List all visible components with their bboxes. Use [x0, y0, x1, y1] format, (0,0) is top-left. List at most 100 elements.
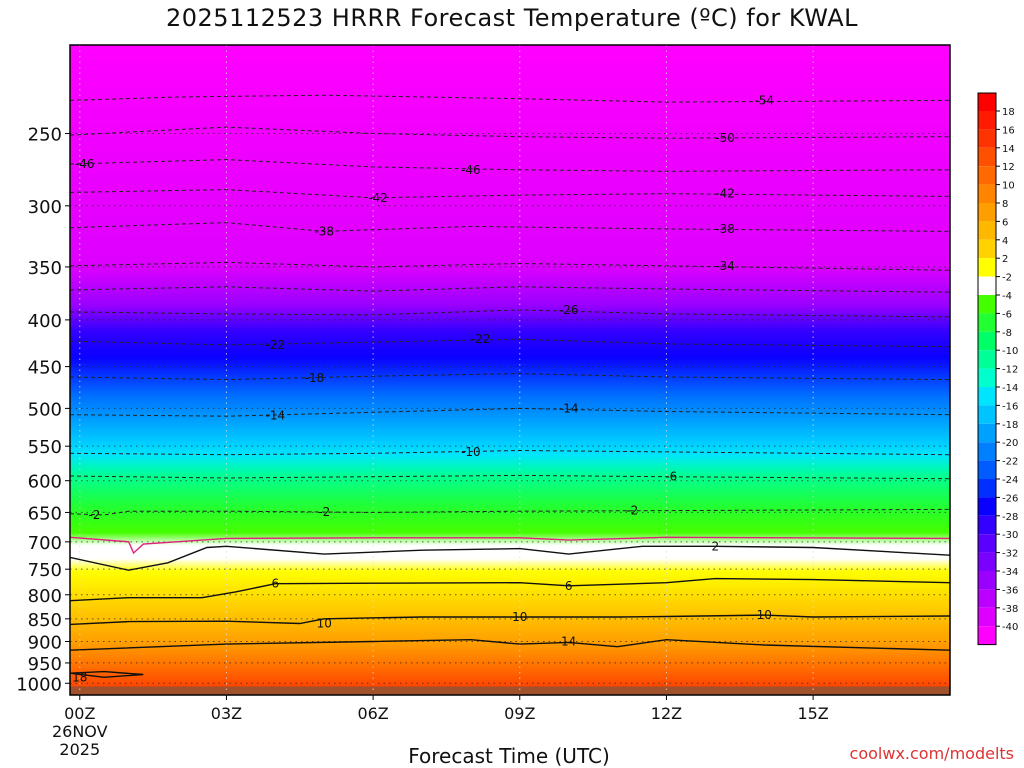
contour-label-10: 10 [757, 608, 772, 622]
colorbar-label: 4 [1002, 236, 1008, 247]
contour-label-m38: -38 [715, 222, 735, 236]
contour-label-m2: -2 [318, 505, 330, 519]
contour-label-10: 10 [512, 610, 527, 624]
contour-6-16 [70, 577, 950, 602]
colorbar-label: -34 [1002, 567, 1018, 578]
colorbar-swatch [978, 184, 996, 203]
colorbar-swatch [978, 350, 996, 369]
contour-14-18 [70, 638, 950, 651]
x-tick-year: 2025 [59, 740, 100, 759]
contour-label-6: 6 [272, 577, 280, 591]
contour-2-14 [70, 536, 950, 555]
colorbar-swatch [978, 387, 996, 406]
colorbar-label: 8 [1002, 199, 1008, 210]
colorbar-label: -40 [1002, 622, 1018, 633]
contour-18-19 [70, 670, 144, 679]
colorbar-swatch [978, 423, 996, 443]
y-tick-label-450: 450 [28, 358, 62, 379]
y-tick-label-700: 700 [28, 533, 62, 554]
colorbar-swatch [978, 368, 996, 387]
colorbar-swatch [978, 276, 996, 295]
contour-label-18: 18 [72, 670, 87, 684]
contour-label-m54: -54 [754, 93, 774, 107]
ground-band [70, 686, 950, 695]
temperature-field [70, 45, 950, 695]
contour-label-m22: -22 [266, 338, 286, 352]
colorbar-swatch [978, 295, 996, 314]
y-tick-label-800: 800 [28, 586, 62, 607]
colorbar-swatch [978, 497, 996, 516]
colorbar-label: -14 [1002, 383, 1018, 394]
colorbar-label: -36 [1002, 585, 1018, 596]
x-tick-label-15Z: 15Z [797, 704, 828, 723]
contour-label-10: 10 [317, 616, 332, 630]
contour-m50-1 [70, 126, 950, 139]
colorbar-label: -12 [1002, 365, 1018, 376]
y-tick-label-300: 300 [28, 197, 62, 218]
x-tick-label-12Z: 12Z [651, 704, 682, 723]
contour-2-15 [70, 545, 950, 571]
contour-label-m46: -46 [75, 157, 95, 171]
colorbar-label: -18 [1002, 420, 1018, 431]
x-tick-label-03Z: 03Z [211, 704, 242, 723]
colorbar-label: -24 [1002, 475, 1018, 486]
colorbar-label: -20 [1002, 438, 1018, 449]
colorbar-swatch [978, 313, 996, 332]
colorbar-swatch [978, 111, 996, 130]
x-axis-label: Forecast Time (UTC) [408, 744, 610, 768]
y-tick-label-500: 500 [28, 399, 62, 420]
contour-label-m42: -42 [368, 191, 388, 205]
y-tick-label-850: 850 [28, 610, 62, 631]
contour-label-m10: -10 [461, 445, 481, 459]
colorbar-swatch [978, 166, 996, 185]
colorbar-label: -4 [1002, 291, 1012, 302]
contour-label-m2: -2 [626, 504, 638, 518]
contour-label-m6: -6 [665, 470, 677, 484]
colorbar-swatch [978, 258, 996, 277]
contour-label-m34: -34 [715, 259, 735, 273]
colorbar-top-swatch [978, 93, 996, 111]
colorbar-label: -30 [1002, 530, 1018, 541]
contour-label-m22: -22 [471, 332, 491, 346]
y-tick-label-900: 900 [28, 632, 62, 653]
colorbar-swatch [978, 607, 996, 627]
contour-label-m26: -26 [559, 303, 579, 317]
colorbar-label: -10 [1002, 346, 1018, 357]
contour-label-14: 14 [561, 634, 576, 648]
colorbar-label: -26 [1002, 493, 1018, 504]
colorbar-label: -16 [1002, 401, 1018, 412]
contour-label-m14: -14 [559, 401, 579, 415]
colorbar-label: -6 [1002, 309, 1012, 320]
y-tick-label-600: 600 [28, 472, 62, 493]
colorbar-label: -38 [1002, 604, 1018, 615]
x-tick-label-09Z: 09Z [504, 704, 535, 723]
chart-title: 2025112523 HRRR Forecast Temperature (ºC… [165, 4, 858, 32]
contour-label-m46: -46 [461, 163, 481, 177]
contour-label-2: 2 [712, 539, 720, 553]
plot-frame [69, 44, 951, 696]
colorbar-label: 10 [1002, 181, 1015, 192]
colorbar-swatch [978, 589, 996, 608]
contour-label-m38: -38 [314, 224, 334, 238]
colorbar-swatch [978, 405, 996, 424]
colorbar-swatch [978, 221, 996, 240]
contour-m54-0 [70, 94, 950, 103]
colorbar-swatch [978, 442, 996, 461]
colorbar-label: 2 [1002, 254, 1008, 265]
y-tick-label-1000: 1000 [16, 674, 62, 695]
colorbar-swatch [978, 479, 996, 498]
colorbar-label: 16 [1002, 125, 1015, 136]
colorbar-swatch [978, 534, 996, 553]
contour-10-17 [70, 614, 950, 626]
credit-link[interactable]: coolwx.com/modelts [849, 744, 1014, 763]
contour-label-m50: -50 [715, 131, 735, 145]
colorbar-label: -22 [1002, 457, 1018, 468]
x-tick-label-00Z: 00Z [64, 704, 95, 723]
contour-label-m2: -2 [88, 508, 100, 522]
contour-label-m42: -42 [715, 187, 735, 201]
y-tick-label-950: 950 [28, 654, 62, 675]
y-tick-label-650: 650 [28, 503, 62, 524]
y-tick-label-350: 350 [28, 258, 62, 279]
colorbar-swatch [978, 203, 996, 222]
y-tick-label-550: 550 [28, 437, 62, 458]
